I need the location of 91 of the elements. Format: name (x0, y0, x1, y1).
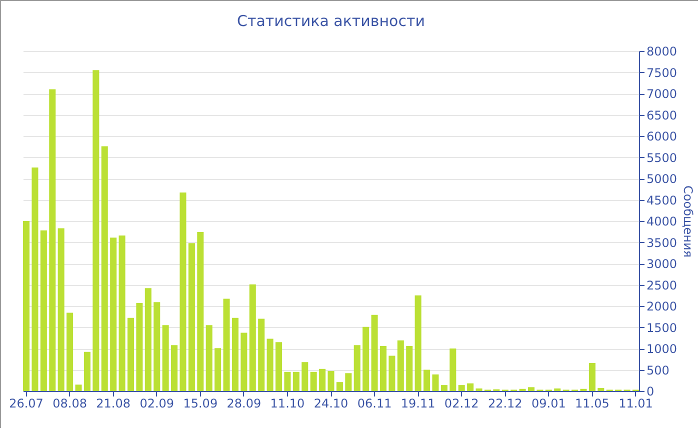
x-tick-label: 06.11 (357, 396, 392, 410)
bar (414, 295, 422, 391)
bar (266, 338, 274, 391)
bar (302, 362, 308, 391)
x-tick-label: 02.09 (140, 396, 174, 410)
bar (197, 232, 204, 391)
y-tick-label: 2500 (646, 278, 678, 292)
bar (458, 385, 465, 391)
y-tick-label: 500 (646, 363, 670, 378)
bar (310, 372, 317, 391)
y-tick-label: 4000 (646, 214, 678, 228)
bar (23, 221, 30, 391)
bar (118, 235, 126, 391)
bar (336, 382, 343, 391)
bar (180, 192, 186, 391)
bar (362, 326, 370, 391)
bar (432, 374, 439, 391)
y-tick-label: 6500 (646, 108, 678, 122)
x-tick-label: 21.08 (96, 396, 131, 410)
y-tick-label: 8000 (646, 44, 678, 58)
y-tick-label: 5000 (646, 172, 678, 186)
x-tick-label: 02.12 (444, 396, 479, 410)
bar (258, 318, 265, 391)
bar (354, 345, 360, 391)
chart-title: Статистика активности (237, 12, 425, 30)
bar (284, 372, 291, 391)
x-tick-label: 11.05 (575, 396, 610, 410)
bar (275, 342, 282, 391)
bar (92, 70, 100, 391)
bar (467, 383, 474, 391)
bar (101, 146, 108, 391)
y-tick-label: 7000 (646, 87, 678, 101)
bar (588, 362, 596, 391)
bar (406, 346, 413, 391)
bar (40, 230, 47, 391)
bar (598, 388, 604, 391)
y-tick-label: 1000 (646, 342, 678, 356)
y-tick-label: 3000 (646, 257, 678, 271)
bar (49, 89, 56, 391)
x-tick-label: 22.12 (488, 396, 522, 410)
bar (127, 318, 134, 391)
bar (110, 238, 117, 391)
x-tick-label: 11.10 (270, 396, 305, 410)
bar (380, 346, 387, 391)
bar (171, 345, 178, 391)
y-tick-label: 6000 (646, 130, 678, 144)
y-tick-label: 2000 (646, 300, 678, 314)
y-tick-label: 0 (646, 384, 654, 398)
x-tick-label: 09.01 (531, 396, 566, 410)
bar (223, 298, 230, 391)
bar (188, 243, 195, 391)
y-tick-label: 1500 (646, 320, 678, 335)
bar (397, 340, 404, 391)
bar (292, 372, 300, 391)
x-tick-label: 19.11 (400, 396, 436, 410)
bar (554, 388, 561, 391)
bar (206, 325, 212, 391)
bar (476, 388, 482, 391)
y-axis-title: Сообщения (681, 185, 696, 258)
y-tick-label: 3500 (646, 236, 678, 250)
bar (319, 368, 326, 391)
bar (136, 303, 143, 391)
bar (232, 318, 238, 391)
y-tick-label: 7500 (646, 66, 678, 80)
y-tick-label: 4500 (646, 193, 678, 208)
bar (345, 373, 352, 391)
bar (162, 325, 169, 391)
bar (240, 332, 248, 391)
bar (450, 348, 456, 391)
bar (66, 312, 74, 391)
bar (84, 352, 90, 391)
y-tick-label: 5500 (646, 150, 678, 165)
x-tick-label: 26.07 (9, 396, 44, 410)
bar (154, 302, 160, 391)
bar (32, 167, 38, 391)
bar (440, 385, 448, 391)
bar (75, 384, 82, 391)
bar (388, 356, 396, 391)
x-tick-label: 15.09 (183, 396, 218, 410)
bar (528, 387, 535, 391)
x-tick-label: 08.08 (52, 396, 87, 410)
bar (58, 228, 64, 391)
bar (371, 314, 378, 391)
bar (214, 348, 222, 391)
x-tick-label: 28.09 (226, 396, 262, 410)
x-tick-label: 24.10 (314, 396, 348, 410)
bar (144, 288, 152, 391)
bar (328, 371, 334, 391)
bar (424, 370, 430, 391)
x-tick-label: 11.01 (618, 396, 653, 410)
bar (249, 284, 256, 391)
